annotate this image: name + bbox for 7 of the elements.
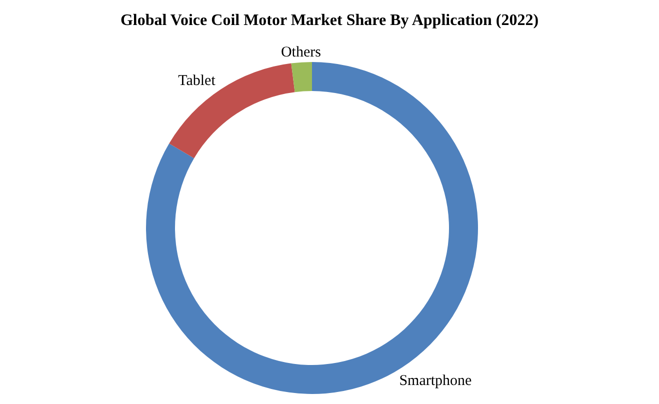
donut-slice bbox=[146, 62, 478, 394]
slice-label: Tablet bbox=[178, 72, 216, 89]
chart-title: Global Voice Coil Motor Market Share By Application (2022) bbox=[119, 12, 540, 30]
donut-slice bbox=[169, 63, 295, 158]
slice-label: Smartphone bbox=[399, 372, 472, 389]
donut-slice bbox=[291, 62, 312, 92]
slice-label: Others bbox=[280, 44, 322, 60]
